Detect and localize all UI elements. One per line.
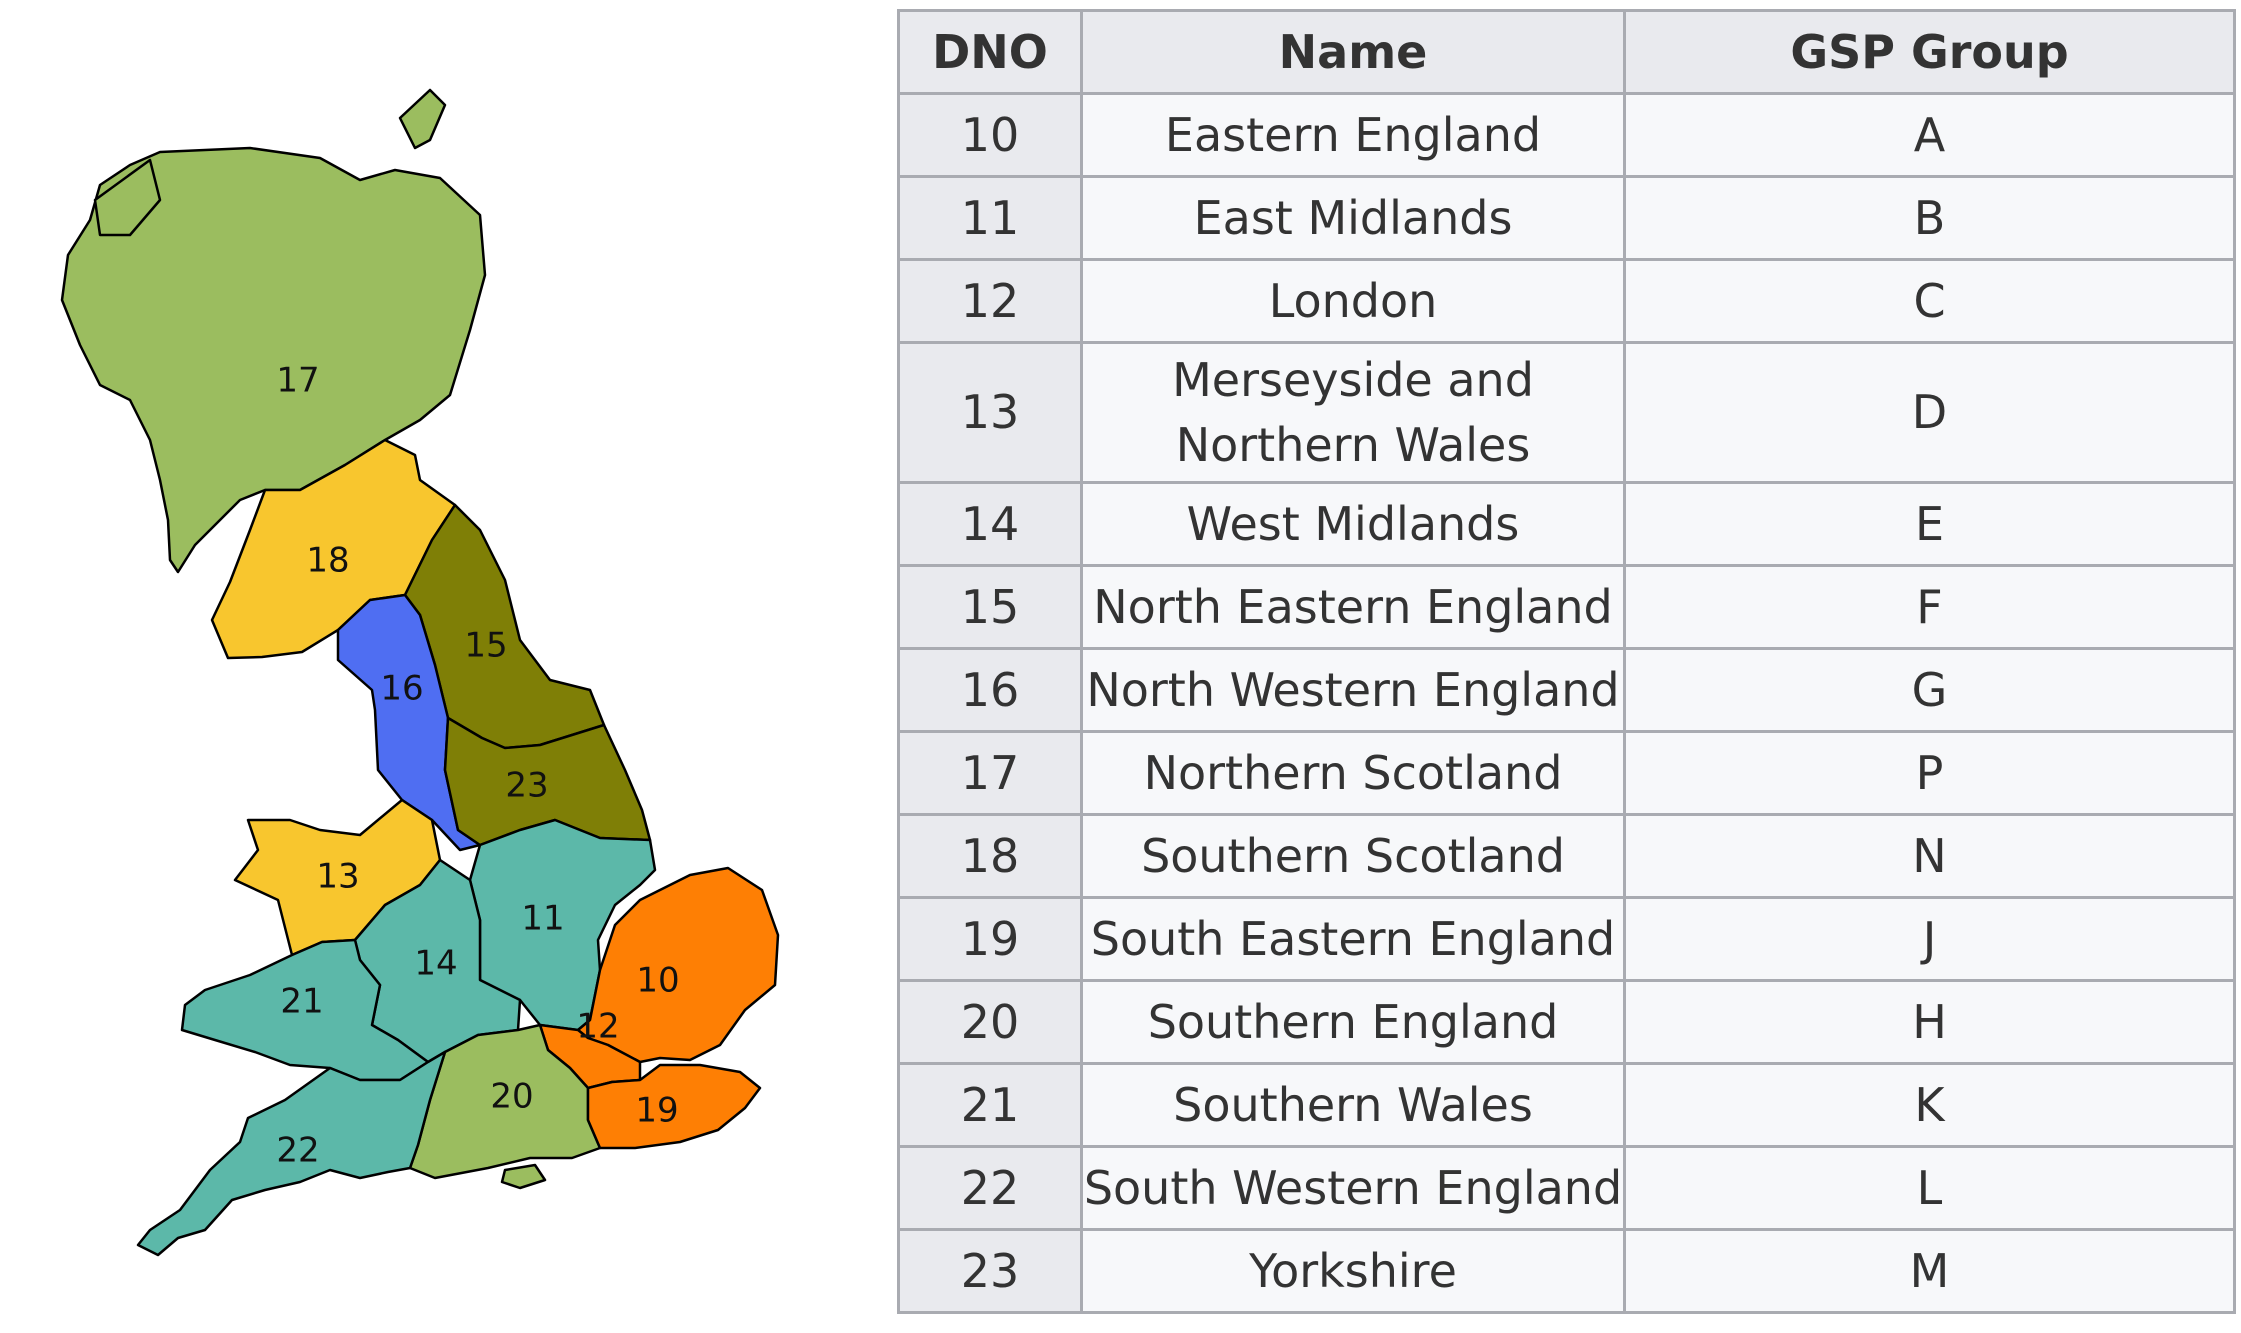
region-label-18: 18 bbox=[306, 541, 349, 581]
cell-name: East Midlands bbox=[1080, 175, 1626, 261]
region-22[interactable] bbox=[136, 1050, 447, 1257]
region-label-15: 15 bbox=[464, 626, 507, 666]
region-label-19: 19 bbox=[635, 1091, 678, 1131]
cell-gsp-group: C bbox=[1623, 258, 2236, 344]
cell-gsp-group: D bbox=[1623, 341, 2236, 484]
cell-dno: 21 bbox=[897, 1062, 1083, 1148]
island-west bbox=[93, 158, 162, 237]
region-17[interactable] bbox=[60, 146, 487, 574]
cell-dno: 18 bbox=[897, 813, 1083, 899]
cell-dno: 17 bbox=[897, 730, 1083, 816]
cell-gsp-group: N bbox=[1623, 813, 2236, 899]
isle-of-wight bbox=[500, 1163, 547, 1190]
header-gsp-group: GSP Group bbox=[1623, 9, 2236, 95]
dno-table: DNO Name GSP Group 10 Eastern England A 11 E… bbox=[897, 9, 2236, 1314]
cell-gsp-group: M bbox=[1623, 1228, 2236, 1314]
region-label-16: 16 bbox=[380, 669, 423, 709]
cell-dno: 10 bbox=[897, 92, 1083, 178]
region-label-20: 20 bbox=[490, 1077, 533, 1117]
cell-name: Southern England bbox=[1080, 979, 1626, 1065]
cell-dno: 19 bbox=[897, 896, 1083, 982]
region-label-10: 10 bbox=[636, 961, 679, 1001]
cell-gsp-group: G bbox=[1623, 647, 2236, 733]
cell-gsp-group: J bbox=[1623, 896, 2236, 982]
table-row: 22 South Western England L bbox=[897, 1145, 2236, 1231]
region-19[interactable] bbox=[586, 1063, 762, 1150]
cell-dno: 13 bbox=[897, 341, 1083, 484]
header-name: Name bbox=[1080, 9, 1626, 95]
region-label-11: 11 bbox=[521, 899, 564, 939]
cell-dno: 20 bbox=[897, 979, 1083, 1065]
region-label-14: 14 bbox=[414, 944, 457, 984]
cell-gsp-group: H bbox=[1623, 979, 2236, 1065]
table-row: 23 Yorkshire M bbox=[897, 1228, 2236, 1314]
table-row: 11 East Midlands B bbox=[897, 175, 2236, 261]
cell-gsp-group: L bbox=[1623, 1145, 2236, 1231]
cell-name: Yorkshire bbox=[1080, 1228, 1626, 1314]
map-svg: 17 18 15 16 23 13 11 14 21 10 12 20 19 2… bbox=[60, 88, 780, 1257]
cell-name: Southern Scotland bbox=[1080, 813, 1626, 899]
cell-name: South Eastern England bbox=[1080, 896, 1626, 982]
table-row: 16 North Western England G bbox=[897, 647, 2236, 733]
cell-dno: 14 bbox=[897, 481, 1083, 567]
table-header-row: DNO Name GSP Group bbox=[897, 9, 2236, 95]
table-row: 18 Southern Scotland N bbox=[897, 813, 2236, 899]
cell-name: Merseyside and Northern Wales bbox=[1080, 341, 1626, 484]
cell-name: North Western England bbox=[1080, 647, 1626, 733]
cell-name: North Eastern England bbox=[1080, 564, 1626, 650]
region-label-13: 13 bbox=[316, 857, 359, 897]
uk-dno-map: 17 18 15 16 23 13 11 14 21 10 12 20 19 2… bbox=[0, 0, 880, 1333]
table-row: 15 North Eastern England F bbox=[897, 564, 2236, 650]
cell-dno: 22 bbox=[897, 1145, 1083, 1231]
region-label-23: 23 bbox=[505, 766, 548, 806]
cell-name: Eastern England bbox=[1080, 92, 1626, 178]
region-23[interactable] bbox=[443, 716, 652, 847]
table-row: 21 Southern Wales K bbox=[897, 1062, 2236, 1148]
region-label-22: 22 bbox=[276, 1131, 319, 1171]
table-body: 10 Eastern England A 11 East Midlands B 12 Lond… bbox=[897, 92, 2236, 1314]
cell-gsp-group: P bbox=[1623, 730, 2236, 816]
cell-name: Southern Wales bbox=[1080, 1062, 1626, 1148]
dno-table-panel: DNO Name GSP Group 10 Eastern England A 11 E… bbox=[897, 9, 2236, 1314]
table-row: 20 Southern England H bbox=[897, 979, 2236, 1065]
table-row: 13 Merseyside and Northern Wales D bbox=[897, 341, 2236, 484]
cell-name: West Midlands bbox=[1080, 481, 1626, 567]
cell-dno: 12 bbox=[897, 258, 1083, 344]
cell-name: South Western England bbox=[1080, 1145, 1626, 1231]
cell-name: Northern Scotland bbox=[1080, 730, 1626, 816]
table-row: 19 South Eastern England J bbox=[897, 896, 2236, 982]
table-row: 17 Northern Scotland P bbox=[897, 730, 2236, 816]
table-row: 12 London C bbox=[897, 258, 2236, 344]
table-row: 10 Eastern England A bbox=[897, 92, 2236, 178]
region-label-17: 17 bbox=[276, 361, 319, 401]
cell-dno: 16 bbox=[897, 647, 1083, 733]
table-row: 14 West Midlands E bbox=[897, 481, 2236, 567]
header-dno: DNO bbox=[897, 9, 1083, 95]
cell-gsp-group: A bbox=[1623, 92, 2236, 178]
cell-name: London bbox=[1080, 258, 1626, 344]
region-label-21: 21 bbox=[280, 982, 323, 1022]
region-label-12: 12 bbox=[576, 1007, 619, 1047]
cell-gsp-group: E bbox=[1623, 481, 2236, 567]
cell-gsp-group: F bbox=[1623, 564, 2236, 650]
island-north bbox=[398, 88, 447, 150]
cell-dno: 15 bbox=[897, 564, 1083, 650]
cell-dno: 11 bbox=[897, 175, 1083, 261]
cell-gsp-group: K bbox=[1623, 1062, 2236, 1148]
cell-dno: 23 bbox=[897, 1228, 1083, 1314]
cell-gsp-group: B bbox=[1623, 175, 2236, 261]
